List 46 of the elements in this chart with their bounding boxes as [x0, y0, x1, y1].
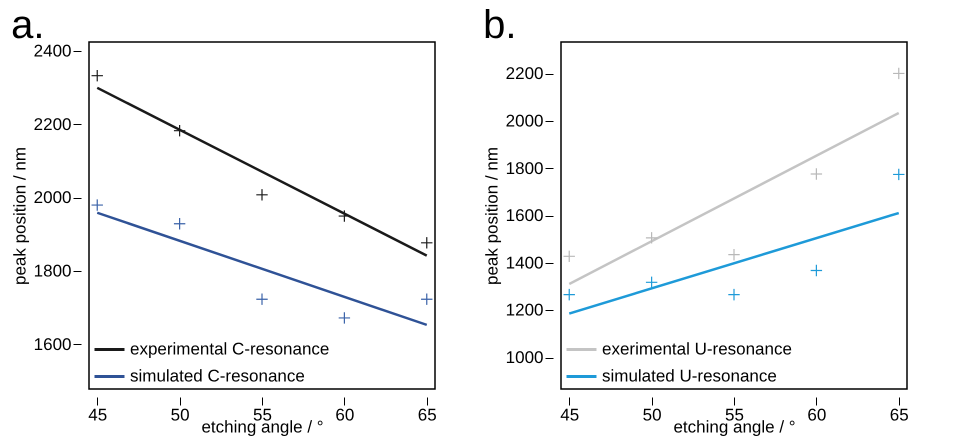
x-tick-label: 65	[418, 406, 437, 424]
chart-title: b.	[483, 3, 517, 47]
point	[256, 292, 268, 306]
x-tick-label: 65	[890, 406, 909, 424]
point	[256, 188, 268, 202]
y-tick-label: 1600	[34, 334, 72, 354]
point	[338, 312, 351, 324]
point	[645, 276, 658, 289]
y-tick-label: 1600	[506, 206, 544, 226]
y-tick-label: 2200	[506, 64, 544, 84]
point	[810, 168, 823, 180]
point	[562, 288, 576, 301]
point	[728, 248, 740, 261]
point	[420, 292, 434, 306]
y-axis-title: peak position / nm	[10, 147, 30, 285]
point	[90, 69, 104, 82]
legend-label: experimental C-resonance	[130, 340, 330, 358]
point	[420, 236, 434, 250]
point	[562, 250, 576, 263]
y-tick-label: 2400	[34, 42, 72, 61]
point	[892, 168, 906, 181]
point	[728, 288, 740, 301]
y-tick-label: 1800	[34, 262, 72, 281]
x-tick-label: 60	[807, 406, 826, 424]
legend-label: simulated C-resonance	[130, 366, 305, 386]
x-tick-label: 50	[642, 406, 662, 424]
y-tick-label: 1000	[506, 348, 544, 368]
y-axis-title: peak position / nm	[482, 147, 502, 285]
point	[810, 264, 823, 277]
point	[645, 232, 658, 244]
legend-label: exerimental U-resonance	[602, 340, 792, 358]
y-tick-label: 2000	[34, 188, 72, 208]
point	[892, 67, 906, 80]
y-tick-label: 2000	[506, 112, 544, 131]
x-tick-label: 50	[170, 406, 190, 424]
y-tick-label: 1800	[506, 158, 544, 178]
legend-label: simulated U-resonance	[602, 366, 777, 386]
point	[90, 198, 104, 212]
x-tick-label: 60	[335, 406, 354, 424]
y-tick-label: 1200	[506, 300, 544, 320]
point	[173, 124, 186, 137]
x-tick-label: 45	[88, 406, 108, 424]
y-tick-label: 1400	[506, 253, 544, 272]
point	[173, 217, 186, 230]
y-tick-label: 2200	[34, 114, 72, 134]
x-tick-label: 45	[560, 406, 580, 424]
